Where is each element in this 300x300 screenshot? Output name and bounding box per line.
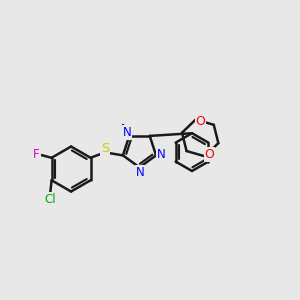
Text: N: N	[136, 166, 145, 179]
Text: F: F	[33, 148, 40, 161]
Text: N: N	[157, 148, 165, 161]
Text: O: O	[205, 148, 214, 161]
Text: N: N	[122, 126, 131, 140]
Text: S: S	[101, 142, 109, 155]
Text: Cl: Cl	[44, 193, 56, 206]
Text: O: O	[196, 115, 206, 128]
